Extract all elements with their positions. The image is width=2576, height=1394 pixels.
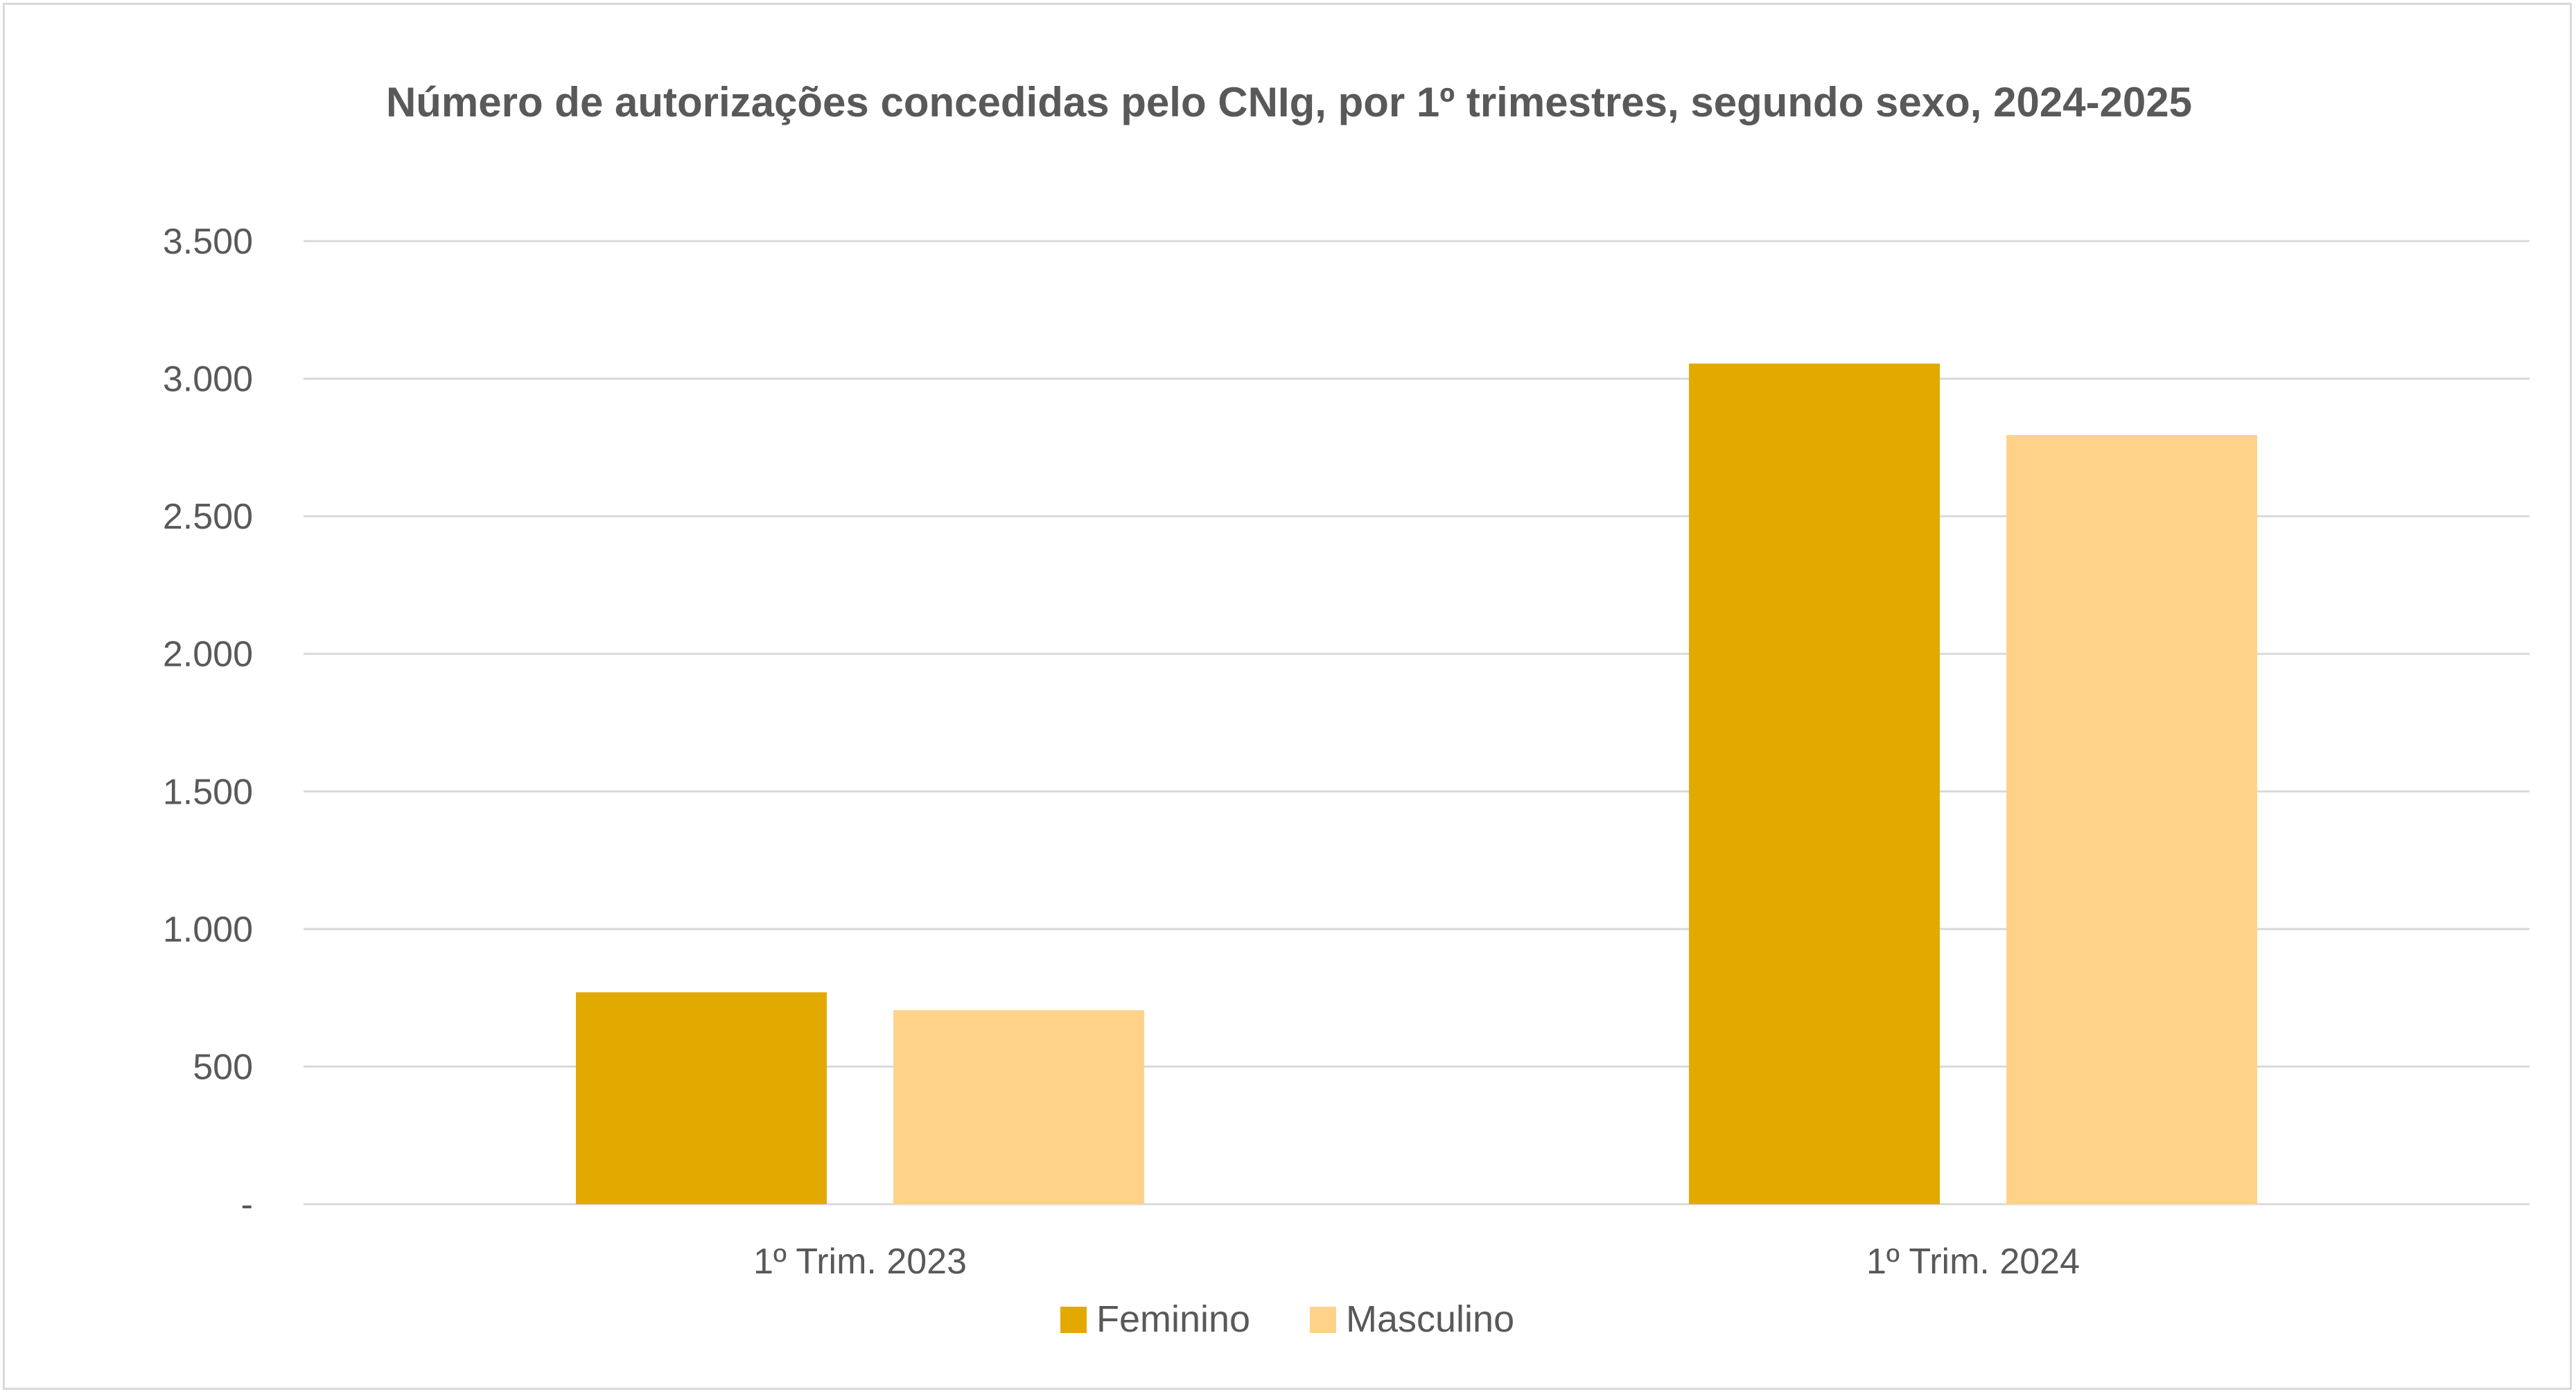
legend-label-masculino: Masculino [1346,1298,1514,1340]
bar-feminino-2 [1689,363,1940,1205]
legend: Feminino Masculino [1060,1298,1514,1340]
y-tick-label: 1.500 [163,772,253,812]
x-category-label: 1º Trim. 2023 [753,1242,967,1282]
legend-label-feminino: Feminino [1096,1298,1250,1340]
legend-swatch-feminino [1060,1307,1087,1333]
y-tick-label: 2.500 [163,497,253,537]
bar-masculino-2 [2006,434,2257,1204]
y-axis-ticks: - 500 1.000 1.500 2.000 2.500 3.000 3.500 [163,222,253,1225]
y-tick-label: - [241,1185,253,1225]
x-category-label: 1º Trim. 2024 [1866,1242,2080,1282]
legend-swatch-masculino [1310,1307,1336,1333]
y-tick-label: 3.000 [163,360,253,400]
y-tick-label: 3.500 [163,222,253,262]
x-axis-categories: 1º Trim. 2023 1º Trim. 2024 [753,1242,2080,1282]
y-tick-label: 2.000 [163,635,253,675]
bar-feminino-1 [576,992,827,1204]
bar-masculino-1 [893,1010,1144,1204]
bars [576,363,2257,1205]
y-tick-label: 500 [193,1047,253,1087]
chart-title: Número de autorizações concedidas pelo C… [386,79,2192,125]
y-tick-label: 1.000 [163,910,253,950]
